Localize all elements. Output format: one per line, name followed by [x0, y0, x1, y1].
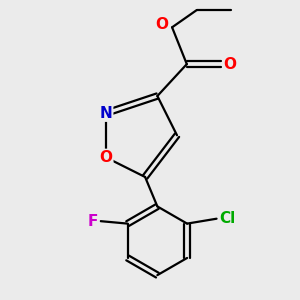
Text: Cl: Cl — [219, 211, 236, 226]
Text: O: O — [224, 57, 236, 72]
Text: F: F — [88, 214, 98, 229]
Text: O: O — [99, 150, 112, 165]
Text: O: O — [155, 17, 168, 32]
Text: N: N — [100, 106, 112, 121]
